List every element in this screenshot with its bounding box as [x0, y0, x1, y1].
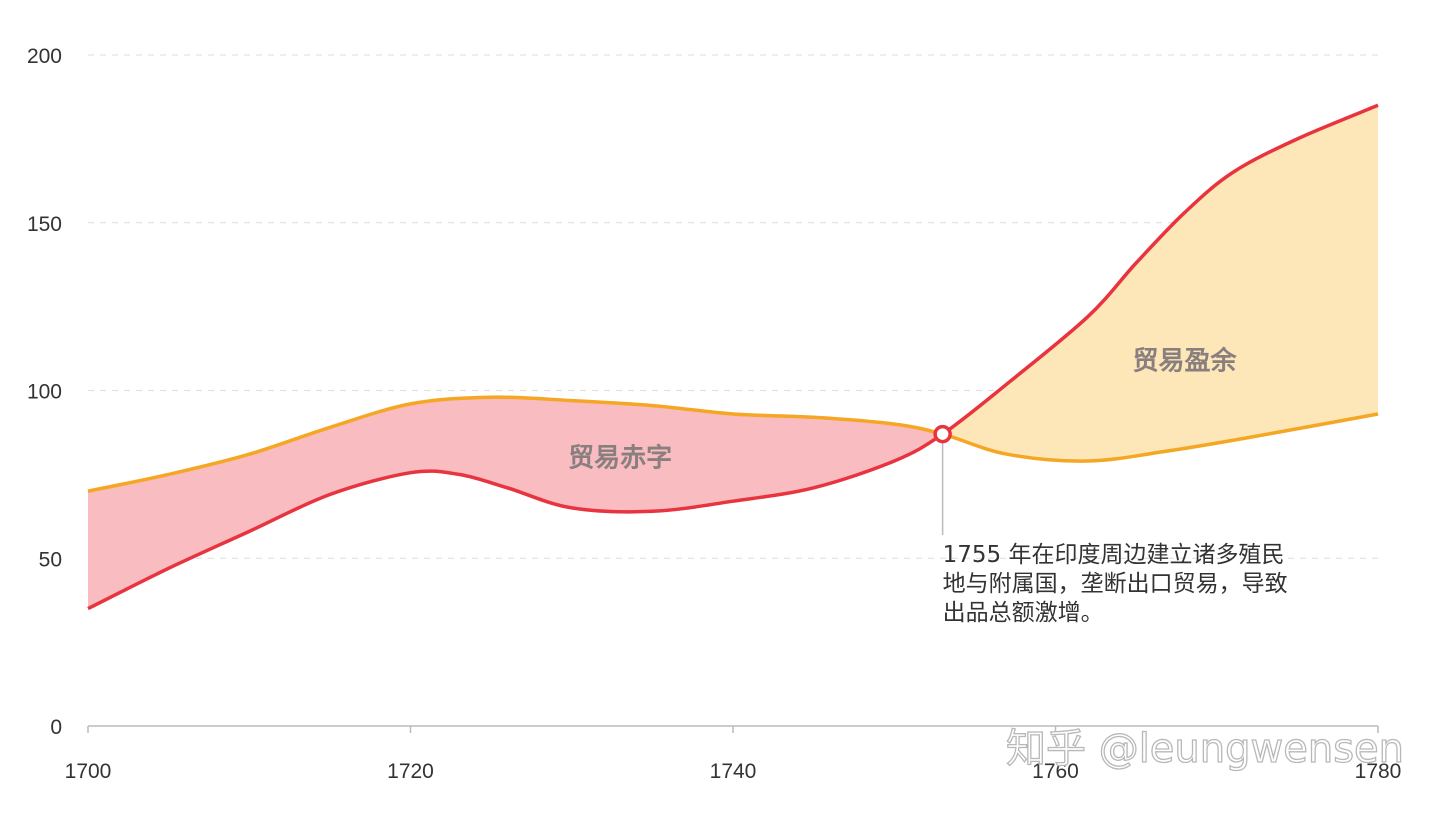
deficit-area — [88, 397, 943, 609]
y-tick-label: 0 — [50, 716, 62, 739]
watermark-text: 知乎 @leungwensen — [1006, 726, 1404, 772]
deficit-label: 贸易赤字 — [568, 443, 672, 474]
y-tick-label: 50 — [39, 548, 62, 571]
annotation-text-line: 地与附属国，垄断出口贸易，导致 — [943, 571, 1288, 597]
annotation-text-line: 1755 年在印度周边建立诸多殖民 — [943, 542, 1285, 568]
crossover-marker — [933, 424, 952, 444]
x-tick-label: 1700 — [65, 760, 112, 783]
annotation-text-line: 出品总额激增。 — [943, 600, 1104, 626]
x-tick-label: 1780 — [1355, 760, 1402, 783]
surplus-area — [942, 105, 1378, 462]
surplus-label: 贸易盈余 — [1132, 345, 1237, 376]
x-tick-label: 1720 — [387, 760, 434, 783]
axes: 0 50 100 150 200 1700 1720 1740 1760 1780 — [27, 45, 1401, 783]
areas — [88, 105, 1378, 609]
y-tick-label: 100 — [27, 381, 62, 404]
series-lines — [87, 103, 1379, 611]
area-labels: 贸易赤字 贸易盈余 — [568, 345, 1237, 473]
x-tick-label: 1740 — [710, 760, 757, 783]
series-line-orange — [87, 395, 1379, 493]
x-tick-label: 1760 — [1032, 760, 1079, 783]
y-tick-label: 150 — [27, 213, 62, 236]
series-line-red — [87, 103, 1379, 611]
y-tick-label: 200 — [27, 45, 62, 68]
watermark: 知乎 @leungwensen — [1005, 725, 1404, 772]
